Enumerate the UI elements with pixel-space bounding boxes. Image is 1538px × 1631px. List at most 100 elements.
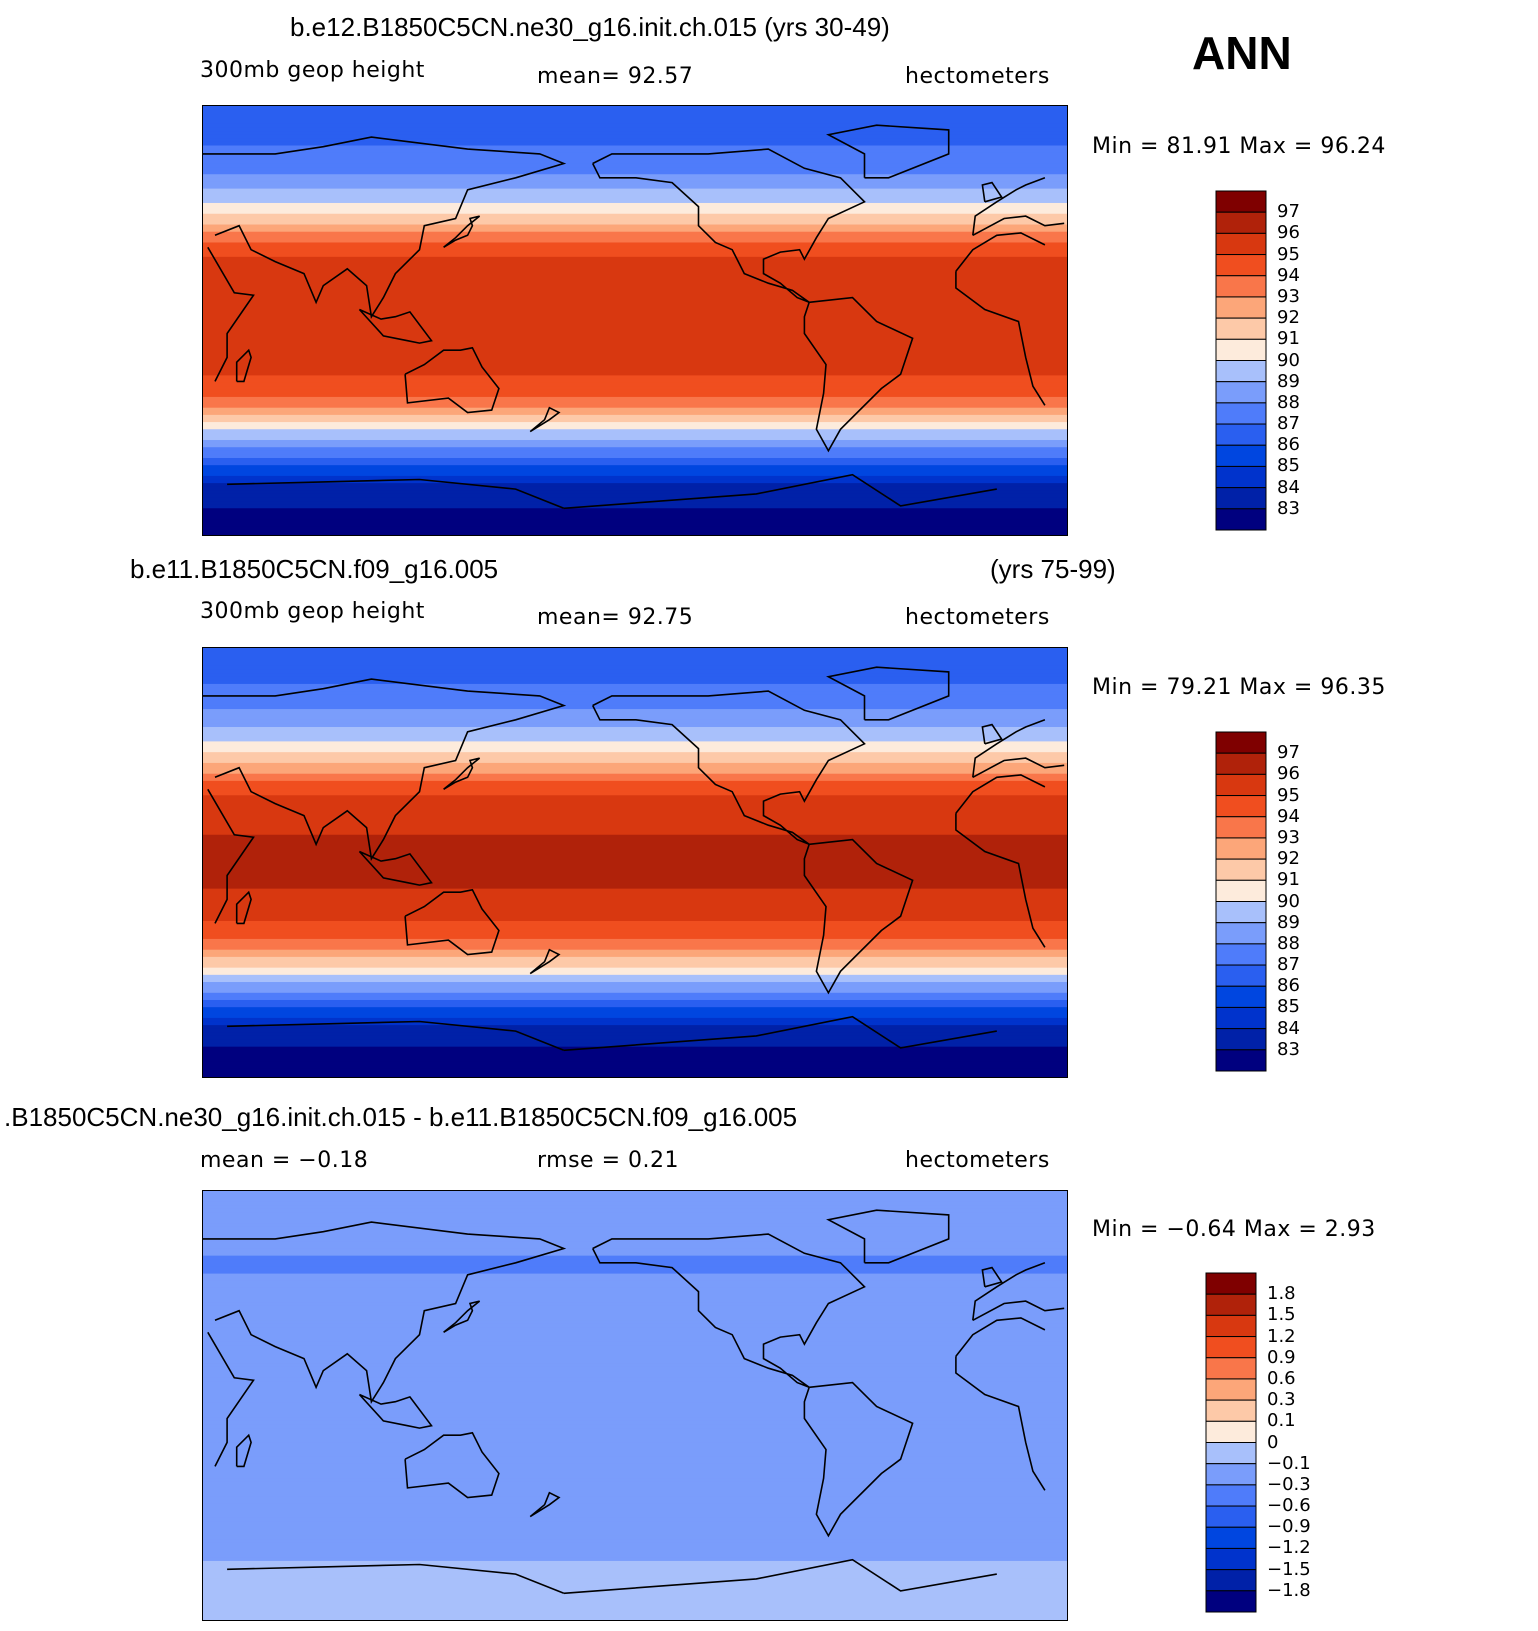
panel2-coastline <box>981 723 1003 745</box>
panel2-contour-band <box>203 651 1067 656</box>
panel2-colorbar-box <box>1215 1049 1267 1072</box>
panel2-contour-band <box>203 978 1067 983</box>
panel3-contour-band <box>203 1313 1067 1318</box>
panel3-contour-band <box>203 1492 1067 1497</box>
panel3-contour-band <box>203 1575 1067 1580</box>
panel1-coastline <box>203 136 567 319</box>
panel3-contour-band <box>203 1438 1067 1444</box>
panel3-contour-band <box>203 1463 1067 1469</box>
panel2-contour-band <box>203 1003 1067 1008</box>
panel2-contour-band <box>203 766 1067 771</box>
panel3-contour-band <box>203 1392 1067 1397</box>
panel3-contour-band <box>203 1208 1067 1214</box>
panel3-contour-band <box>203 1453 1067 1458</box>
panel3-colorbar-box <box>1205 1569 1257 1592</box>
panel2-contour-band <box>203 809 1067 814</box>
panel3-contour-band <box>203 1481 1067 1487</box>
panel2-contour-band <box>203 856 1067 861</box>
panel2-contour-band <box>203 705 1067 710</box>
panel1-contour-band <box>203 472 1067 477</box>
panel1-coastline <box>826 124 950 179</box>
panel3-coastline <box>803 1381 914 1538</box>
panel2-contour-band <box>203 1050 1067 1055</box>
panel3-coastline <box>227 1563 565 1595</box>
panel2-contour-band <box>203 852 1067 857</box>
panel2-contour-band <box>203 791 1067 796</box>
panel1-contour-band <box>203 177 1067 183</box>
panel3-coastline <box>529 1491 561 1518</box>
panel1-colorbar-label: 92 <box>1277 307 1300 329</box>
panel1-contour-band <box>203 267 1067 272</box>
panel3-contour-band <box>203 1252 1067 1257</box>
panel1-contour-band <box>203 325 1067 330</box>
panel3-contour-band <box>203 1205 1067 1210</box>
panel3-contour-band <box>203 1542 1067 1548</box>
panel1-contour-band <box>203 465 1067 470</box>
panel3-contour-band <box>203 1284 1067 1289</box>
panel1-colorbar-label: 84 <box>1277 476 1300 498</box>
panel1-contour-band <box>203 436 1067 441</box>
panel2-contour-band <box>203 752 1067 757</box>
panel3-colorbar-box <box>1205 1505 1257 1528</box>
panel1-contour-band <box>203 350 1067 355</box>
panel2-contour-band <box>203 877 1067 883</box>
panel2-contour-band <box>203 820 1067 825</box>
panel2-contour-band <box>203 1068 1067 1073</box>
panel2-contour-band <box>203 662 1067 667</box>
panel2-contour-band <box>203 859 1067 865</box>
panel2-contour-band <box>203 996 1067 1001</box>
panel1-contour-band <box>203 475 1067 481</box>
panel3-contour-band <box>203 1349 1067 1354</box>
panel3-contour-band <box>203 1241 1067 1246</box>
panel2-contour-band <box>203 648 1067 653</box>
panel3-contour-band <box>203 1399 1067 1404</box>
panel1-contour-band <box>203 368 1067 373</box>
panel3-contour-band <box>203 1230 1067 1235</box>
panel1-contour-band <box>203 353 1067 359</box>
panel1-colorbar-box <box>1215 360 1267 383</box>
panel3-colorbar-label: −0.6 <box>1267 1495 1311 1517</box>
panel2-contour-band <box>203 992 1067 997</box>
panel1-contour-band <box>203 371 1067 376</box>
panel1-contour-band <box>203 457 1067 463</box>
panel1-contour-band <box>203 131 1067 136</box>
panel3-coastline <box>826 1209 950 1264</box>
panel3-colorbar-label: −0.1 <box>1267 1452 1311 1474</box>
panel3-colorbar-label: −0.3 <box>1267 1473 1311 1495</box>
panel2-colorbar-box <box>1215 795 1267 818</box>
panel2-contour-band <box>203 938 1067 944</box>
panel1-contour-band <box>203 522 1067 527</box>
panel2-contour-band <box>203 845 1067 850</box>
panel2-map <box>202 647 1068 1078</box>
panel3-contour-band <box>203 1503 1067 1508</box>
panel3-coastline <box>358 1393 433 1429</box>
panel2-contour-band <box>203 1014 1067 1019</box>
panel1-contour-band <box>203 299 1067 305</box>
panel3-contour-band <box>203 1191 1067 1196</box>
panel2-colorbar-label: 91 <box>1277 869 1300 891</box>
panel2-coastline <box>235 890 252 925</box>
panel3-contour-band <box>203 1226 1067 1232</box>
panel2-colorbar-box <box>1215 964 1267 987</box>
panel2-contour-band <box>203 899 1067 904</box>
panel2-colorbar-box <box>1215 773 1267 797</box>
panel3-contour-band <box>203 1366 1067 1372</box>
panel2-colorbar-label: 89 <box>1277 911 1300 933</box>
panel1-colorbar-label: 97 <box>1277 201 1300 223</box>
panel1-contour-band <box>203 281 1067 287</box>
panel3-contour-band <box>203 1194 1067 1199</box>
panel3-contour-band <box>203 1295 1067 1300</box>
panel2-contour-band <box>203 816 1067 821</box>
panel1-colorbar-box <box>1215 402 1267 425</box>
panel3-contour-band <box>203 1420 1067 1426</box>
panel3-colorbar-label: 1.5 <box>1267 1304 1296 1326</box>
panel3-contour-band <box>203 1431 1067 1436</box>
panel2-title: b.e11.B1850C5CN.f09_g16.005 <box>130 554 499 584</box>
panel1-contour-band <box>203 339 1067 344</box>
panel1-colorbar-box <box>1215 211 1267 234</box>
panel2-contour-band <box>203 971 1067 976</box>
panel3-contour-band <box>203 1564 1067 1569</box>
panel1-contour-band <box>203 375 1067 380</box>
panel3-contour-band <box>203 1607 1067 1612</box>
panel2-units-label: hectometers <box>905 605 1050 630</box>
